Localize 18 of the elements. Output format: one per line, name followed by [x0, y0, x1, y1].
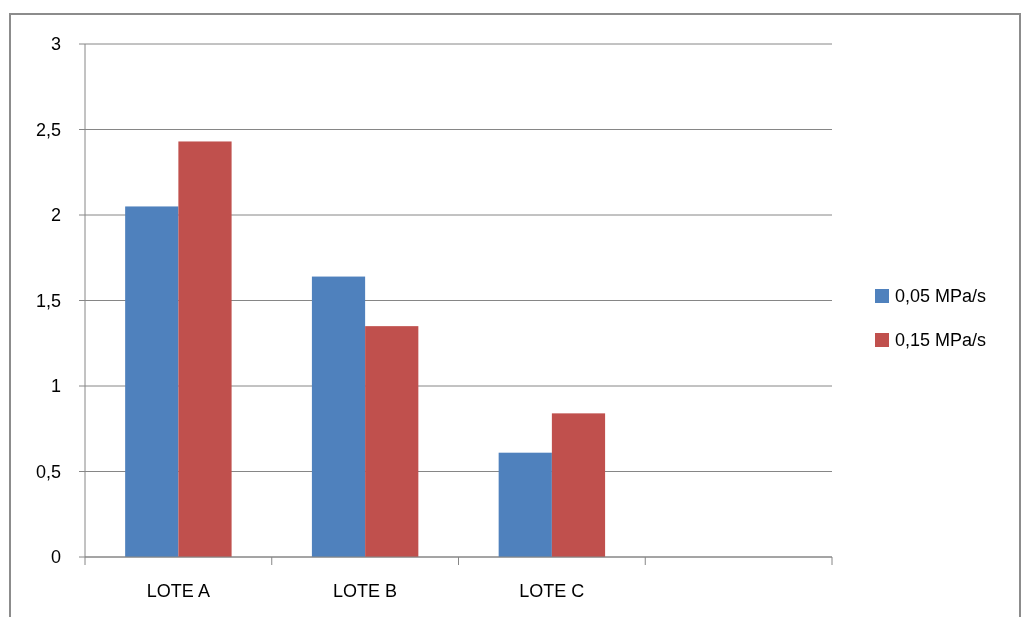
- bar: [125, 206, 179, 557]
- y-tick-label: 2: [50, 205, 61, 226]
- bar: [365, 326, 419, 557]
- legend-label: 0,05 MPa/s: [895, 286, 987, 307]
- y-tick-label: 0: [50, 547, 61, 568]
- bar: [311, 276, 366, 557]
- x-tick-label: LOTE B: [333, 581, 398, 601]
- y-tick-label: 1: [50, 376, 61, 397]
- legend-label: 0,15 MPa/s: [895, 330, 987, 351]
- bar: [178, 141, 232, 557]
- y-tick-label: 0,5: [35, 461, 61, 482]
- x-tick-label: LOTE A: [146, 581, 210, 601]
- bar: [498, 452, 552, 557]
- x-tick-label: LOTE C: [519, 581, 585, 601]
- bar: [551, 413, 606, 557]
- y-tick-label: 2,5: [35, 119, 61, 140]
- y-tick-label: 1,5: [35, 290, 61, 311]
- y-tick-label: 3: [50, 34, 61, 55]
